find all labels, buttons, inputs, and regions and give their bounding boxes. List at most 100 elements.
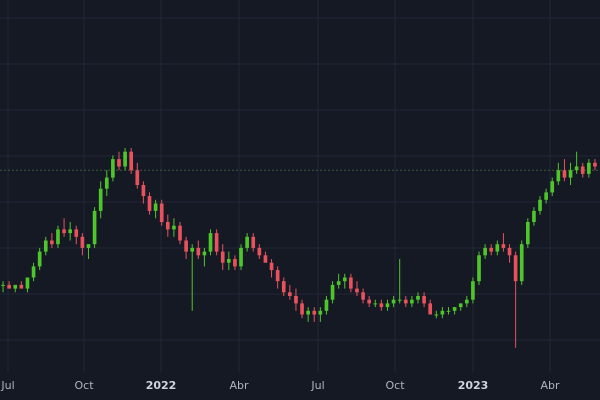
candle-body	[532, 210, 536, 222]
candle-body	[86, 244, 91, 248]
x-tick-label: Jul	[310, 379, 324, 392]
candle	[184, 236, 188, 259]
candle	[68, 222, 73, 241]
candle-body	[233, 259, 237, 267]
candle	[251, 233, 256, 252]
candle	[245, 233, 249, 252]
candle-body	[562, 170, 567, 178]
x-axis-ticks: Jul Oct 2022 Abr Jul Oct 2023 Abr	[0, 379, 560, 392]
candle-body	[403, 299, 408, 304]
candle	[147, 192, 152, 215]
candle-body	[587, 162, 591, 174]
candle	[208, 229, 213, 256]
candle	[300, 299, 304, 319]
candle	[507, 244, 512, 263]
candle	[226, 251, 231, 271]
candle	[13, 284, 18, 293]
candle	[538, 196, 542, 215]
candle	[330, 281, 335, 304]
x-tick-label: Oct	[74, 379, 94, 392]
x-tick-label: 2022	[146, 379, 177, 392]
candle-body	[464, 299, 469, 304]
candle	[111, 155, 115, 182]
candle-body	[428, 303, 433, 315]
grid	[0, 0, 600, 372]
candle-body	[74, 229, 79, 237]
candle	[288, 284, 292, 300]
candle	[123, 148, 127, 171]
candle-body	[263, 255, 268, 263]
x-tick-label: 2023	[458, 379, 489, 392]
candle-body	[525, 222, 530, 245]
candle-body	[355, 288, 359, 293]
candle-body	[306, 310, 310, 315]
candle	[294, 288, 298, 311]
candle-body	[336, 281, 341, 285]
candle	[361, 288, 365, 304]
candle-body	[544, 192, 548, 200]
candle-body	[501, 244, 506, 248]
candle	[312, 307, 317, 322]
candle-body	[330, 284, 335, 300]
candle-body	[153, 203, 158, 211]
candle	[281, 277, 286, 296]
candle	[62, 218, 66, 237]
candle	[477, 251, 481, 285]
candle-body	[190, 247, 195, 252]
x-tick-label: Abr	[540, 379, 560, 392]
candle	[373, 299, 378, 308]
candle	[587, 159, 591, 178]
candle-body	[80, 236, 85, 248]
candle-body	[19, 284, 24, 289]
candle	[117, 151, 121, 171]
candle-body	[117, 159, 121, 167]
candle-body	[98, 188, 103, 211]
candle	[50, 233, 54, 248]
candle	[7, 281, 11, 289]
candle-body	[220, 251, 225, 263]
candles	[1, 148, 597, 348]
candle-body	[300, 303, 304, 315]
candle-body	[239, 247, 243, 267]
candle-body	[68, 229, 73, 234]
candle	[178, 222, 182, 245]
candle	[220, 244, 225, 271]
candle	[214, 229, 219, 256]
candle-body	[519, 244, 524, 282]
candle	[434, 310, 439, 319]
candle	[233, 255, 237, 271]
candle-body	[513, 255, 518, 282]
candle-body	[422, 296, 426, 304]
candle	[422, 292, 426, 308]
candle-body	[550, 181, 555, 193]
candle	[513, 251, 518, 348]
candle	[202, 247, 207, 267]
candle	[349, 273, 353, 293]
candle-body	[251, 236, 256, 248]
candle	[501, 233, 506, 252]
candle-body	[361, 292, 365, 300]
candle	[550, 177, 555, 197]
candle	[495, 240, 500, 256]
candle-body	[208, 233, 213, 252]
candle-body	[379, 303, 384, 308]
candle	[196, 240, 201, 259]
candle	[159, 199, 164, 226]
candle	[458, 303, 463, 311]
candle	[440, 307, 445, 319]
candle	[324, 296, 329, 315]
candle	[92, 207, 97, 248]
candle	[275, 266, 280, 289]
candle-body	[50, 240, 54, 245]
candle	[385, 299, 390, 311]
candle-body	[159, 203, 164, 222]
candle-body	[288, 292, 292, 296]
candle	[471, 277, 475, 304]
candle-body	[257, 247, 262, 256]
candle	[489, 244, 494, 256]
candle-body	[294, 296, 298, 304]
candle	[190, 244, 195, 311]
candle-body	[495, 244, 500, 252]
candle	[410, 296, 414, 308]
